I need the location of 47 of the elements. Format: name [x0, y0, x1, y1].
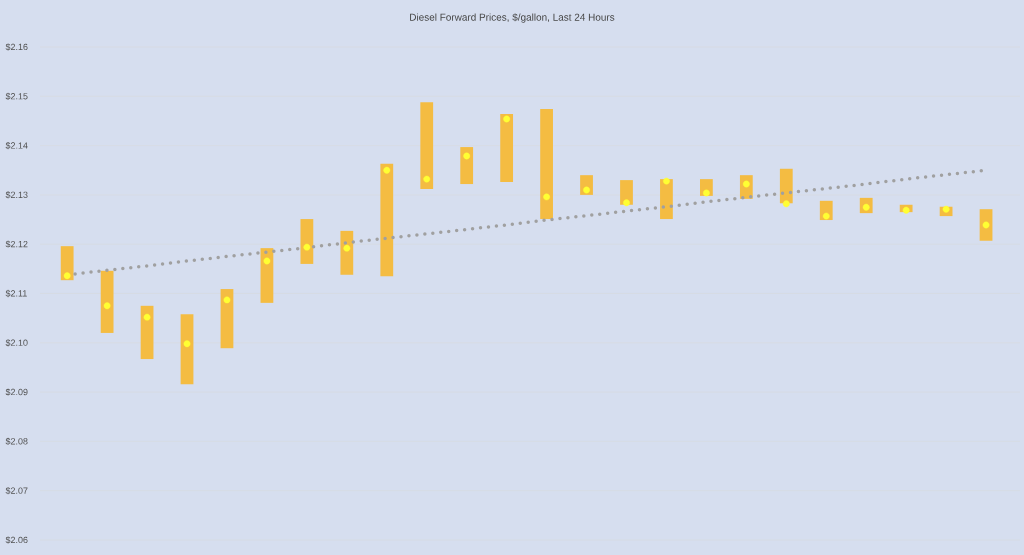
bar	[420, 102, 434, 189]
y-tick-label: $2.12	[5, 240, 28, 248]
point	[862, 203, 870, 211]
y-tick-label: $2.10	[5, 339, 28, 347]
point	[982, 221, 990, 229]
point	[423, 175, 431, 183]
y-tick-label: $2.16	[5, 43, 28, 51]
bar	[300, 219, 314, 264]
point	[742, 180, 750, 188]
y-tick-label: $2.08	[5, 437, 28, 446]
point	[103, 302, 111, 310]
point	[303, 243, 311, 251]
y-tick-label: $2.09	[5, 388, 28, 396]
point	[223, 296, 231, 304]
point	[782, 200, 790, 208]
bar	[380, 163, 394, 277]
bar	[500, 114, 514, 183]
point	[702, 189, 710, 197]
point	[543, 193, 550, 201]
bar	[140, 305, 154, 360]
y-tick-label: $2.15	[5, 92, 28, 100]
point	[503, 115, 511, 123]
point	[343, 244, 351, 252]
point	[383, 166, 391, 174]
point	[663, 177, 670, 185]
point	[183, 340, 191, 348]
chart-title: Diesel Forward Prices, $/gallon, Last 24 Hours	[410, 13, 615, 23]
y-tick-label: $2.06	[5, 536, 28, 544]
point	[942, 205, 950, 213]
bar	[100, 270, 114, 333]
y-tick-label: $2.13	[5, 191, 28, 199]
bar	[540, 109, 553, 220]
point	[583, 186, 590, 194]
bar	[460, 147, 474, 185]
point	[463, 152, 471, 160]
bar	[779, 168, 793, 204]
y-tick-label: $2.11	[5, 289, 27, 298]
point	[263, 257, 271, 265]
point	[623, 199, 630, 207]
point	[63, 272, 71, 280]
bar	[340, 230, 354, 275]
y-tick-label: $2.14	[5, 141, 28, 150]
point	[143, 313, 151, 321]
bar	[220, 289, 234, 349]
point	[822, 212, 830, 220]
bar	[180, 314, 194, 385]
y-tick-label: $2.07	[5, 487, 28, 495]
